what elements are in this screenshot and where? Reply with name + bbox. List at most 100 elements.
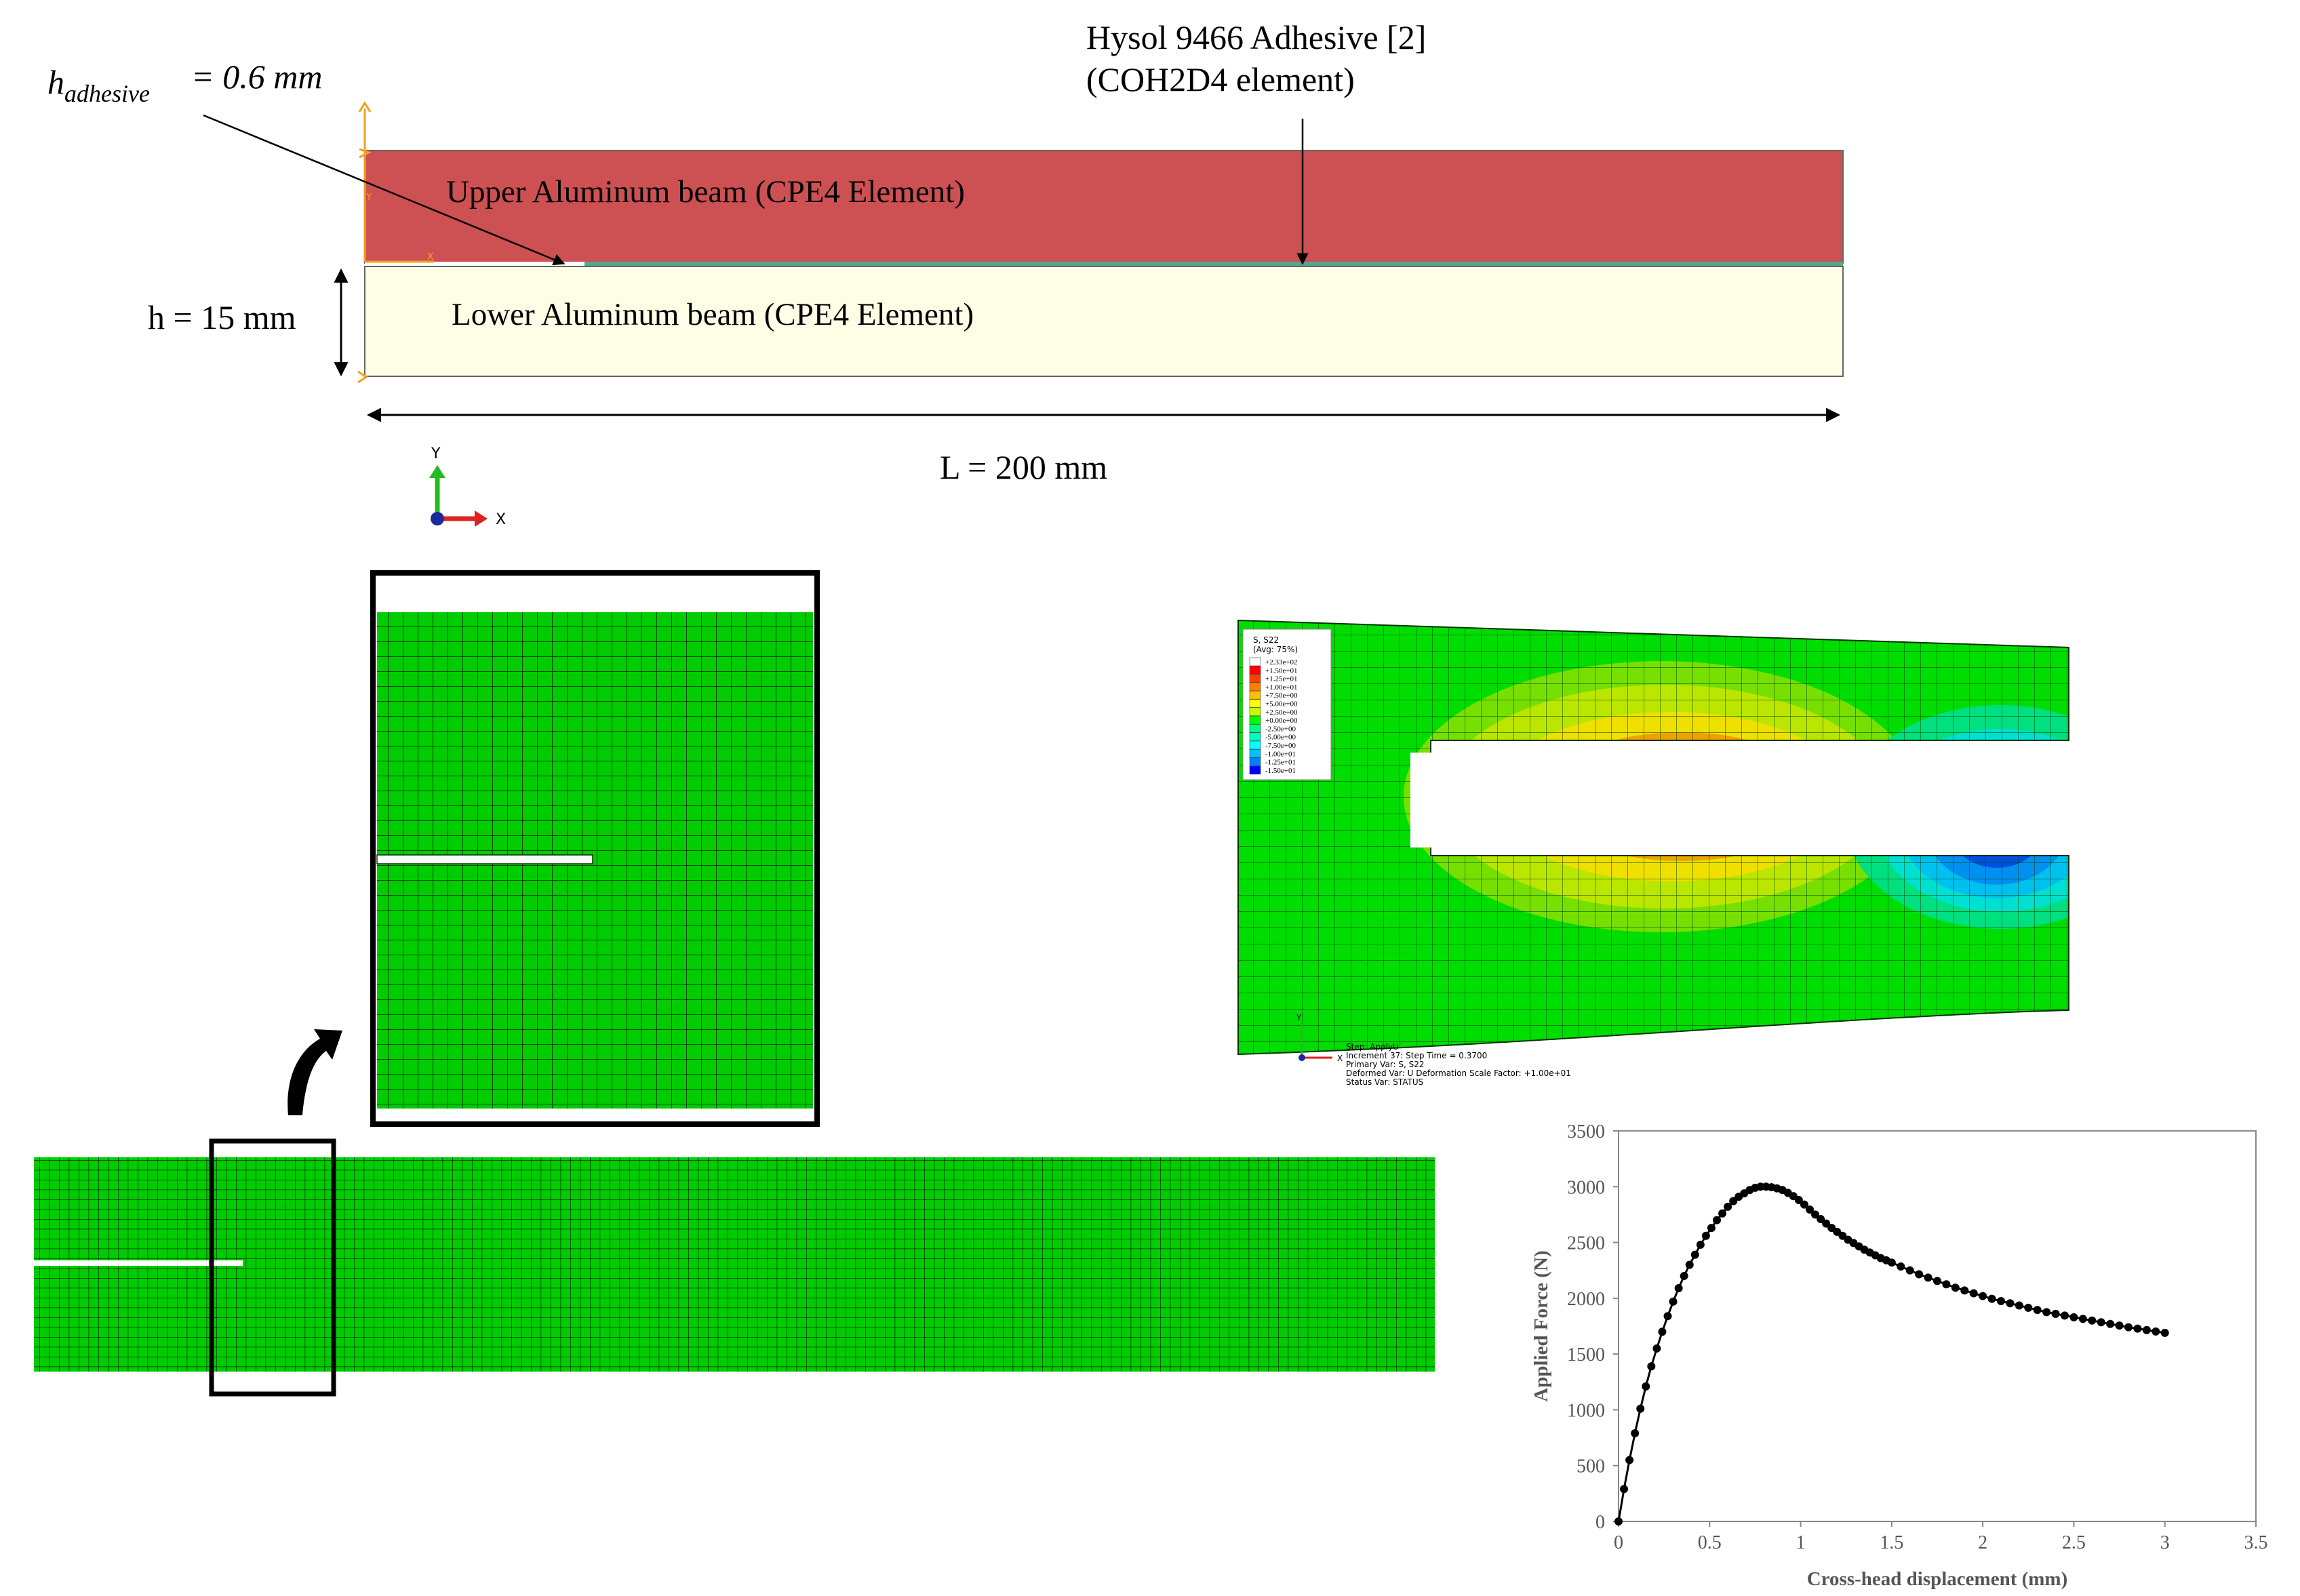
data-point xyxy=(1969,1289,1978,1298)
data-point xyxy=(1652,1344,1661,1353)
legend-swatch xyxy=(1249,682,1261,692)
legend-swatch xyxy=(1249,707,1261,717)
svg-text:hadhesive: hadhesive xyxy=(47,63,150,107)
legend-label: -7.50e+00 xyxy=(1265,742,1296,750)
data-point xyxy=(1887,1258,1896,1267)
data-point xyxy=(1800,1200,1808,1209)
legend-swatch xyxy=(1249,674,1261,683)
data-point xyxy=(2006,1299,2015,1308)
adhesive-layer xyxy=(584,262,1843,266)
data-point xyxy=(1729,1197,1738,1205)
full-mesh-crack xyxy=(34,1260,243,1266)
svg-text:Y: Y xyxy=(365,192,372,203)
adhesive-thickness-label: hadhesive = 0.6 mm xyxy=(47,58,322,107)
legend-label: +7.50e+00 xyxy=(1265,692,1298,700)
data-point xyxy=(1905,1266,1914,1275)
x-tick-label: 0.5 xyxy=(1698,1532,1722,1553)
legend-swatch xyxy=(1249,765,1261,775)
beam-schematic: Y X Upper Aluminum beam (CPE4 Element) L… xyxy=(47,18,1844,528)
y-tick-label: 1000 xyxy=(1567,1400,1605,1421)
data-point xyxy=(1811,1210,1820,1219)
data-point xyxy=(1707,1224,1716,1233)
legend-title-1: S, S22 xyxy=(1253,635,1279,645)
svg-text:= 0.6 mm: = 0.6 mm xyxy=(191,58,322,96)
legend-label: -1.50e+01 xyxy=(1265,767,1296,775)
full-mesh-panel xyxy=(34,1138,1435,1397)
data-point xyxy=(1822,1219,1831,1228)
lower-aluminum-beam xyxy=(364,266,1844,377)
legend-swatch xyxy=(1249,724,1261,733)
data-point xyxy=(1942,1280,1951,1289)
adhesive-label-line1: Hysol 9466 Adhesive [2] xyxy=(1086,18,1426,56)
data-point xyxy=(1636,1404,1645,1413)
data-point xyxy=(2106,1319,2115,1328)
zoom-arrow-icon xyxy=(288,1029,342,1115)
legend-swatch xyxy=(1249,732,1261,741)
data-point xyxy=(1924,1273,1932,1282)
data-point xyxy=(2152,1327,2160,1336)
x-tick-label: 2.5 xyxy=(2062,1532,2086,1553)
data-point xyxy=(1713,1216,1722,1224)
y-tick-label: 3000 xyxy=(1567,1177,1605,1198)
legend-swatch xyxy=(1249,757,1261,766)
legend-swatch xyxy=(1249,715,1261,725)
legend-label: +5.00e+00 xyxy=(1265,700,1298,709)
legend-label: -1.00e+01 xyxy=(1265,750,1296,758)
zoomed-mesh-panel xyxy=(370,570,820,1127)
info-line-1: Step: ApplyU xyxy=(1346,1042,1399,1052)
legend-label: +0.00e+00 xyxy=(1265,717,1298,725)
data-point xyxy=(1701,1231,1710,1240)
plot-frame xyxy=(1618,1130,2257,1522)
upper-aluminum-beam xyxy=(364,150,1844,264)
data-point xyxy=(1897,1262,1905,1271)
data-point xyxy=(1718,1209,1727,1218)
legend-swatch xyxy=(1249,657,1261,666)
contour-triad: Y X xyxy=(1296,1013,1343,1063)
height-label: h = 15 mm xyxy=(148,298,296,336)
data-point xyxy=(1674,1284,1683,1293)
data-point xyxy=(2024,1303,2033,1312)
x-tick-label: 2 xyxy=(1978,1532,1987,1553)
stress-contour-panel: S, S22 (Avg: 75%) +2.33e+02+1.50e+01+1.2… xyxy=(1237,619,2069,1087)
svg-text:X: X xyxy=(1337,1054,1343,1063)
data-point xyxy=(2051,1309,2060,1318)
legend-label: +2.50e+00 xyxy=(1265,709,1298,717)
data-point xyxy=(1680,1271,1688,1280)
x-tick-label: 0 xyxy=(1614,1532,1623,1553)
data-point xyxy=(1663,1312,1672,1321)
x-tick-label: 1 xyxy=(1796,1532,1806,1553)
y-tick-label: 3500 xyxy=(1567,1121,1605,1142)
data-point xyxy=(1997,1296,2005,1305)
adhesive-label-line2: (COH2D4 element) xyxy=(1086,60,1355,98)
data-point xyxy=(1960,1286,1969,1295)
legend-label: +2.33e+02 xyxy=(1265,658,1298,666)
y-tick-label: 2000 xyxy=(1567,1289,1605,1310)
svg-text:X: X xyxy=(427,252,434,262)
y-tick-label: 1500 xyxy=(1567,1344,1605,1365)
info-line-5: Status Var: STATUS xyxy=(1346,1077,1423,1087)
data-point xyxy=(2115,1321,2124,1330)
data-point xyxy=(2097,1318,2105,1327)
data-point xyxy=(1685,1260,1694,1269)
support-marker-upper: Y X xyxy=(358,101,434,263)
legend-swatch xyxy=(1249,749,1261,758)
svg-text:Y: Y xyxy=(431,445,441,462)
legend-label: +1.25e+01 xyxy=(1265,675,1298,683)
data-point xyxy=(1642,1382,1650,1391)
data-point xyxy=(1690,1250,1699,1259)
data-point xyxy=(2160,1328,2169,1337)
y-tick-label: 0 xyxy=(1595,1512,1605,1533)
legend-swatch xyxy=(1249,665,1261,675)
svg-text:X: X xyxy=(496,511,506,528)
force-displacement-chart: 0 0.5 1 1.5 2 2.5 3 3.5 0 500 1000 1500 2000 2500 3000… xyxy=(1530,1121,2268,1590)
data-point xyxy=(1915,1270,1924,1279)
data-point xyxy=(1951,1283,1960,1292)
data-point xyxy=(2069,1313,2078,1321)
data-point xyxy=(1620,1485,1629,1494)
data-point xyxy=(1696,1240,1705,1249)
zoomed-crack xyxy=(376,854,593,864)
info-line-3: Primary Var: S, S22 xyxy=(1346,1060,1425,1069)
zoom-region-box xyxy=(209,1138,336,1397)
data-point xyxy=(1817,1215,1825,1224)
